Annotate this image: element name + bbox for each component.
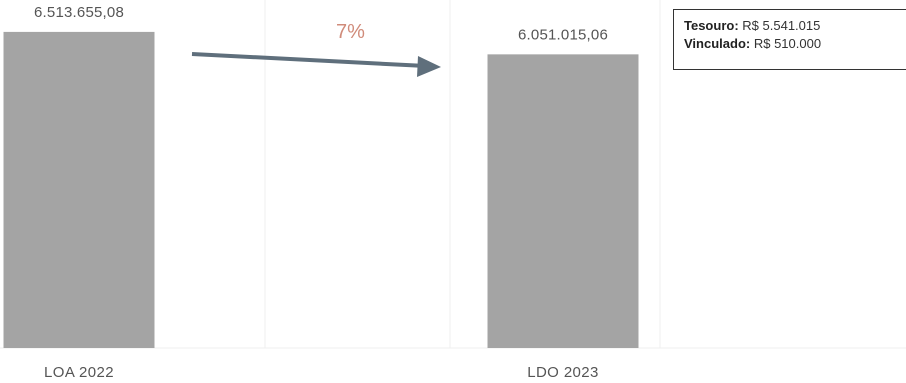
bars <box>3 31 639 349</box>
info-value-tesouro: R$ 5.541.015 <box>742 18 821 33</box>
category-label-2: LDO 2023 <box>527 364 599 381</box>
category-label-1: LOA 2022 <box>44 364 114 381</box>
info-key-tesouro: Tesouro: <box>684 18 739 33</box>
value-label-2: 6.051.015,06 <box>518 26 608 43</box>
info-row-tesouro: Tesouro: R$ 5.541.015 <box>684 17 906 35</box>
change-percent-label: 7% <box>336 21 365 43</box>
value-label-1: 6.513.655,08 <box>34 4 124 21</box>
change-annotation: 7% <box>191 21 441 77</box>
bar-2 <box>487 54 639 348</box>
funding-breakdown-box: Tesouro: R$ 5.541.015 Vinculado: R$ 510.… <box>673 9 906 70</box>
labels: 6.513.655,08 LOA 2022 6.051.015,06 LDO 2023 <box>34 4 608 381</box>
info-row-vinculado: Vinculado: R$ 510.000 <box>684 35 906 53</box>
info-value-vinculado: R$ 510.000 <box>753 36 822 51</box>
info-key-vinculado: Vinculado: <box>684 36 751 51</box>
change-arrow-line <box>191 52 427 68</box>
bar-1 <box>3 31 155 349</box>
change-arrow-head <box>417 56 441 77</box>
